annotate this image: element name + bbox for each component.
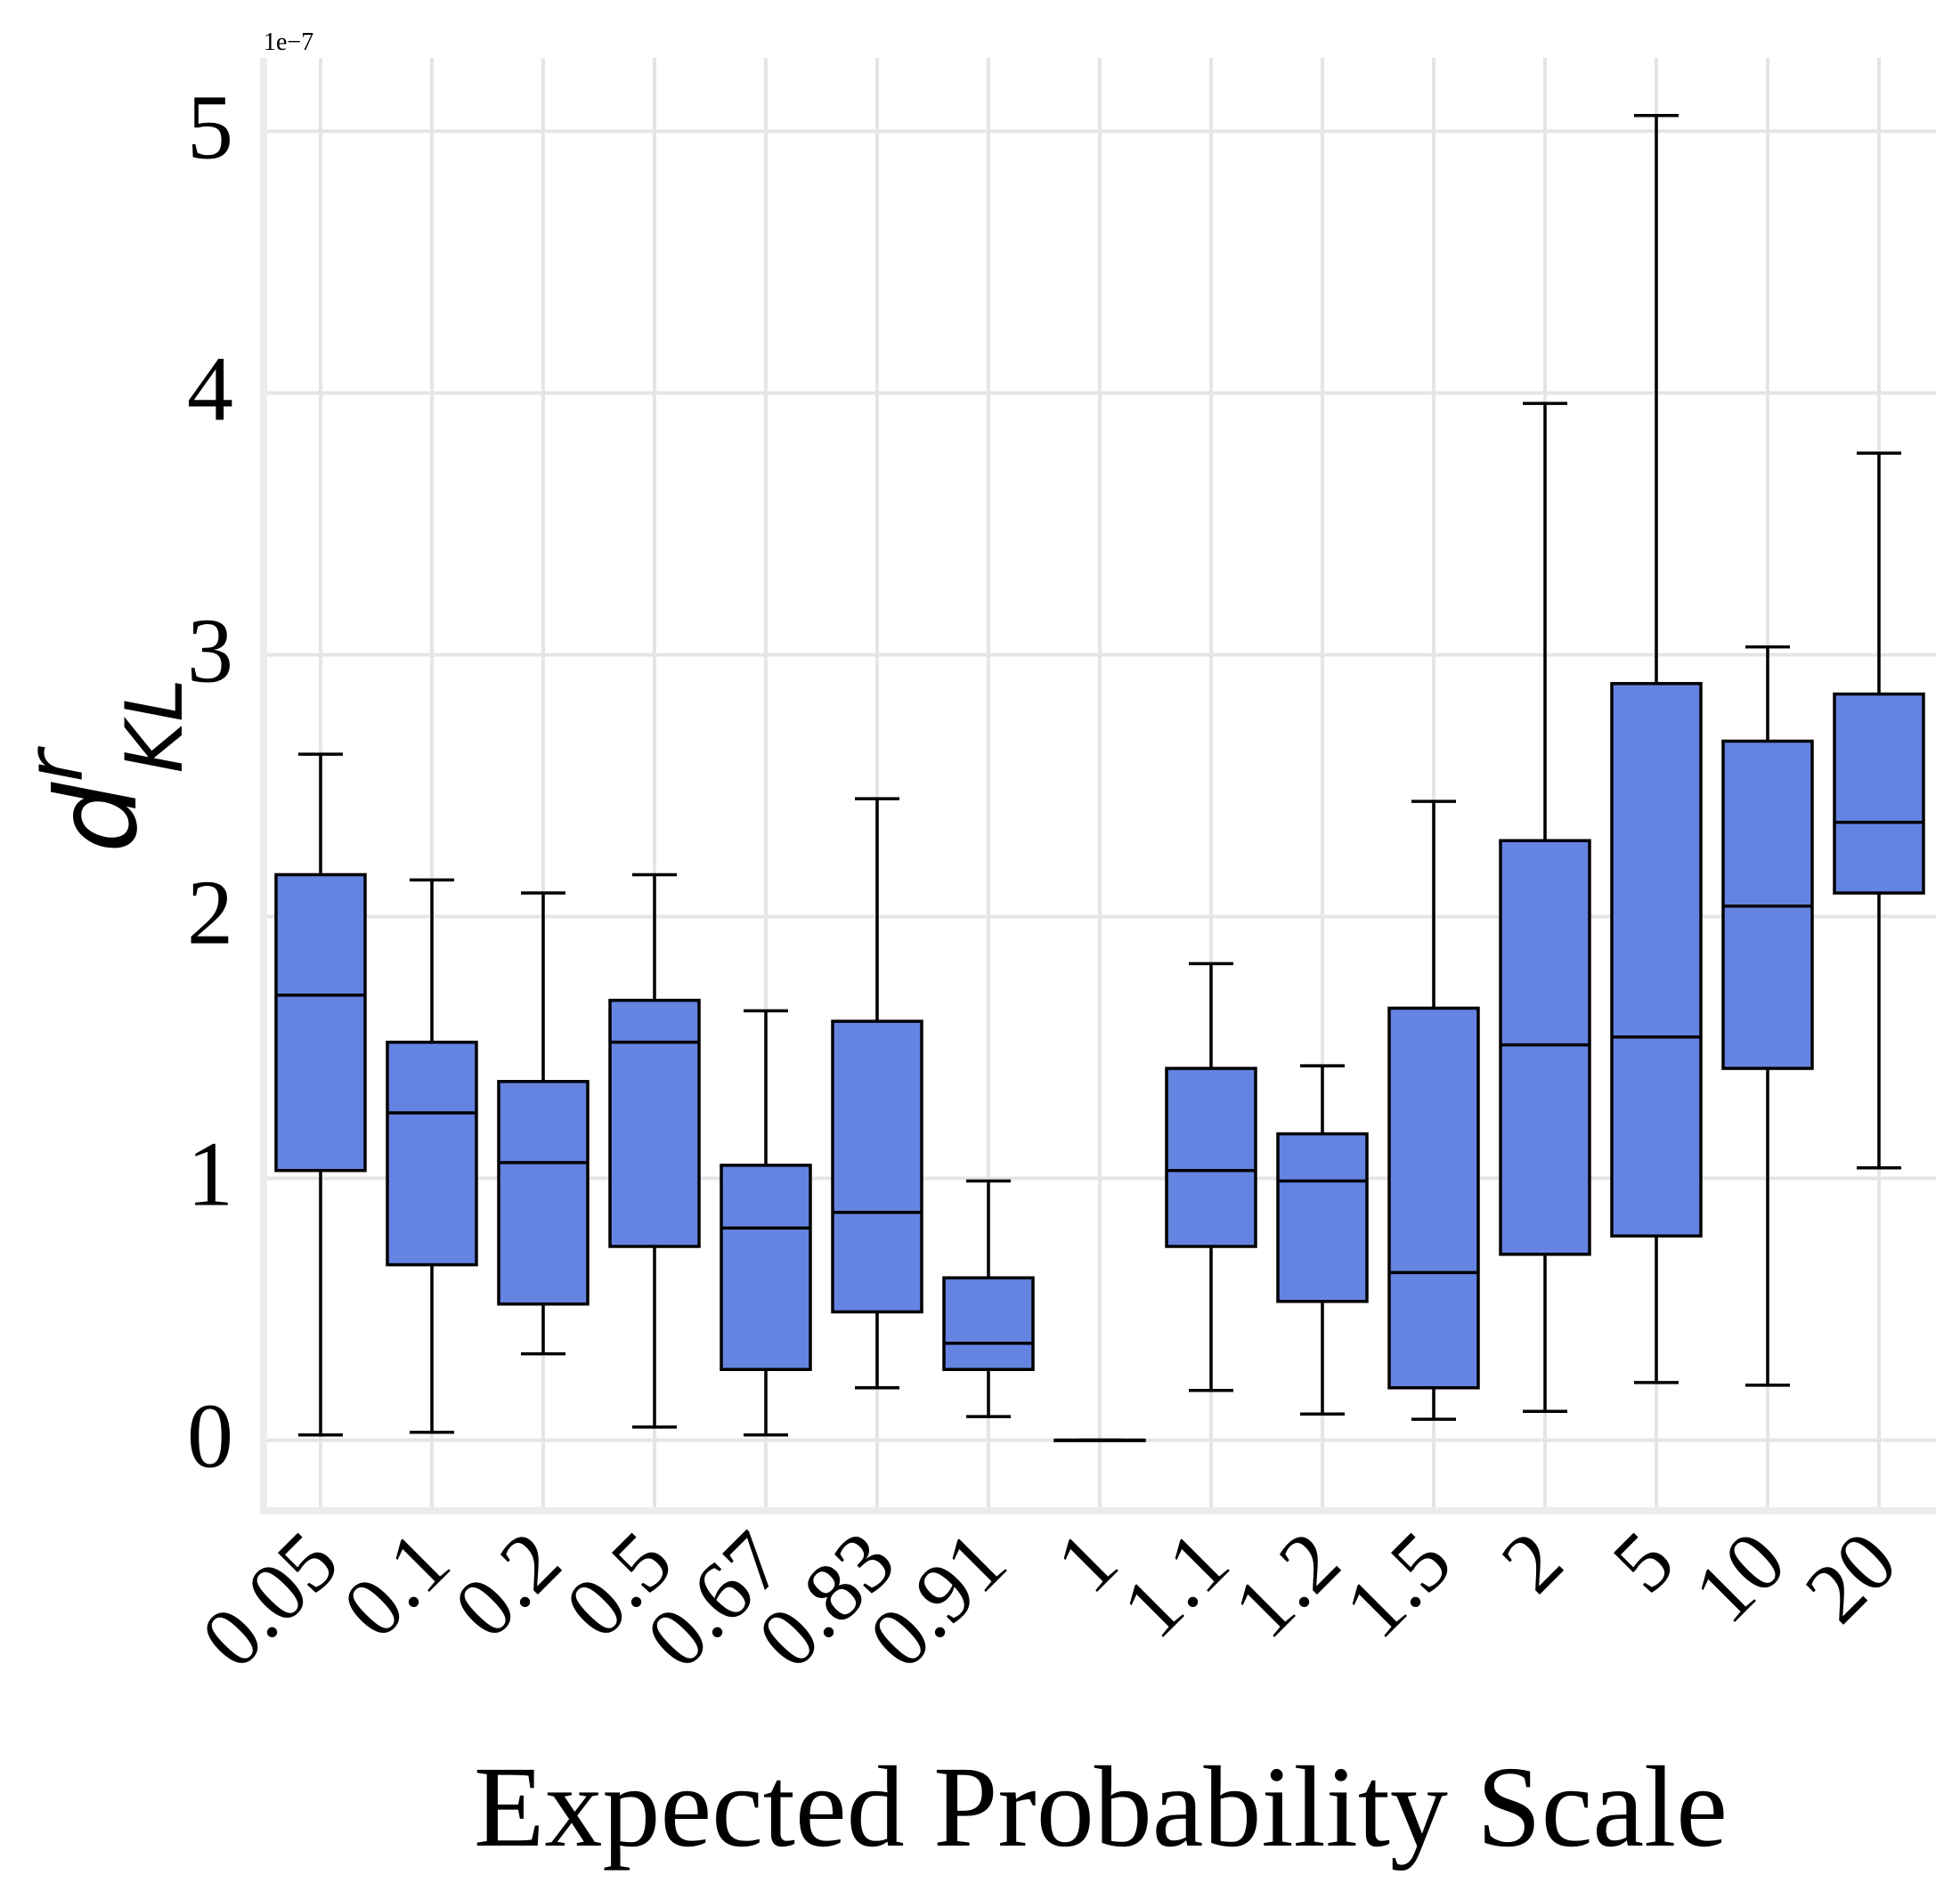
iqr-box [1165, 1067, 1257, 1248]
iqr-box [497, 1080, 590, 1306]
box-0.91 [942, 1179, 1035, 1418]
y-tick-label: 5 [187, 76, 233, 178]
iqr-box [1499, 839, 1591, 1256]
box-0.67 [720, 1009, 812, 1437]
iqr-box [942, 1276, 1035, 1371]
box-10 [1721, 645, 1814, 1387]
iqr-box [1833, 692, 1925, 895]
y-label-superscript: r [9, 746, 101, 783]
iqr-box [1387, 1006, 1480, 1390]
box-1.2 [1276, 1064, 1369, 1416]
y-tick-label: 1 [187, 1124, 233, 1226]
y-tick-label: 0 [187, 1385, 233, 1488]
x-tick-label: 0.91 [850, 1513, 1023, 1685]
y-tick-label: 3 [187, 599, 233, 702]
axis-spines [260, 58, 1936, 1514]
iqr-box [274, 872, 367, 1173]
x-tick-label: 1.5 [1326, 1513, 1469, 1656]
iqr-box [720, 1164, 812, 1371]
y-tick-labels: 0 1 2 3 4 5 [187, 76, 233, 1487]
box-1.1 [1165, 962, 1257, 1392]
x-axis-label: Expected Probability Scale [474, 1743, 1728, 1871]
box-series [274, 113, 1925, 1442]
box-0.83 [831, 797, 923, 1390]
box-0.05 [274, 752, 367, 1437]
x-tick-label: 0.05 [183, 1513, 355, 1685]
box-0.5 [608, 872, 701, 1429]
iqr-box [1610, 682, 1703, 1238]
x-tick-label: 2 [1483, 1513, 1581, 1611]
iqr-box [608, 998, 701, 1248]
box-0.1 [386, 878, 478, 1434]
x-tick-label: 10 [1675, 1513, 1803, 1641]
box-0.2 [497, 891, 590, 1356]
y-axis-label: dr KL [9, 678, 200, 853]
iqr-box [386, 1040, 478, 1267]
x-tick-labels: 0.050.10.20.50.670.830.91 11.11.21.5 2 5102… [183, 1513, 1914, 1685]
y-tick-label: 2 [187, 861, 233, 963]
box-1.5 [1387, 799, 1480, 1421]
iqr-box [831, 1019, 923, 1314]
x-tick-label: 5 [1594, 1513, 1692, 1611]
y-label-subscript: KL [109, 678, 200, 774]
x-tick-label: 20 [1786, 1513, 1915, 1641]
y-offset-label: 1e−7 [264, 28, 313, 56]
box-2 [1499, 402, 1591, 1414]
box-20 [1833, 451, 1925, 1170]
iqr-box [1276, 1132, 1369, 1303]
y-label-base: d [33, 782, 162, 853]
y-tick-label: 4 [187, 337, 233, 440]
box-5 [1610, 113, 1703, 1384]
